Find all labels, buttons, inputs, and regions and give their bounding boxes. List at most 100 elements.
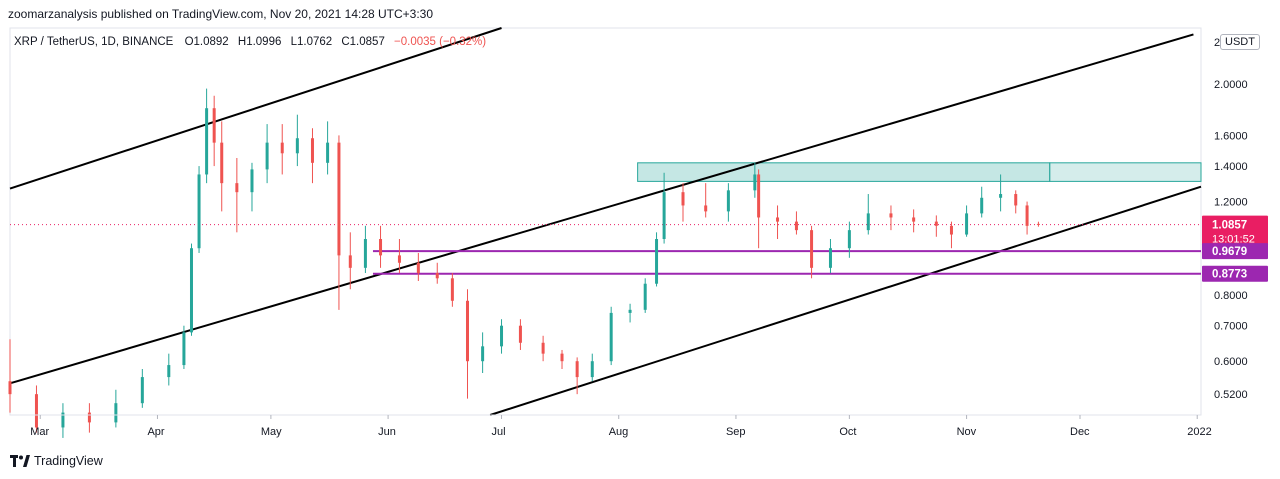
candle-body	[379, 239, 383, 256]
time-tick-label: Aug	[609, 426, 629, 438]
pane-border	[9, 27, 1202, 416]
candle-body	[866, 213, 870, 231]
candle-body	[500, 325, 504, 347]
candle-body	[912, 217, 916, 222]
tradingview-brand: TradingView	[10, 454, 103, 468]
candle	[182, 325, 186, 370]
candle	[934, 215, 938, 237]
candle	[61, 403, 65, 438]
candle-body	[34, 394, 38, 428]
candle	[704, 183, 708, 218]
candle-body	[363, 239, 367, 268]
candle	[753, 162, 757, 198]
candle	[280, 124, 284, 175]
candle	[949, 221, 953, 249]
open-value: O1.0892	[184, 36, 229, 48]
candle-body	[560, 353, 564, 362]
candle	[655, 232, 659, 287]
candle-body	[450, 278, 454, 301]
candle	[205, 88, 209, 184]
candle	[726, 183, 730, 222]
candle-body	[182, 332, 186, 366]
candle-body	[949, 225, 953, 235]
candle-body	[310, 138, 314, 163]
time-tick-label: Nov	[957, 426, 977, 438]
candle	[1014, 190, 1018, 214]
time-axis[interactable]: Mar Apr May Jun Jul Aug Sep Oct Nov Dec 2022	[10, 414, 1212, 438]
channel-line-1[interactable]	[9, 27, 502, 190]
candle-body	[889, 213, 893, 218]
symbol-label[interactable]: XRP / TetherUS, 1D, BINANCE	[14, 36, 174, 48]
candle	[363, 225, 367, 274]
candle-body	[757, 174, 761, 218]
candle-body	[753, 174, 757, 191]
price-tick-label: 1.2000	[1214, 197, 1248, 209]
candle-body	[265, 142, 269, 170]
candle-body	[794, 221, 798, 231]
candle-body	[189, 248, 193, 333]
resistance-zone-extension[interactable]	[1049, 162, 1202, 182]
channel-line-3[interactable]	[489, 185, 1202, 416]
time-tick-label: Mar	[30, 426, 49, 438]
candle-body	[643, 283, 647, 310]
tradingview-logo-icon	[10, 455, 30, 467]
price-axis[interactable]: 2.0000 1.6000 1.4000 1.2000 0.7000 0.6000 0.52…	[1214, 37, 1248, 401]
candle-body	[235, 183, 239, 193]
current-price-label: 1.0857	[1212, 220, 1247, 232]
candle	[450, 273, 454, 307]
support-levels[interactable]	[372, 250, 1201, 275]
candle	[220, 121, 224, 212]
candle-body	[609, 312, 613, 362]
price-tick-label: 1.6000	[1214, 130, 1248, 142]
high-value: H1.0996	[237, 36, 282, 48]
candle	[337, 135, 341, 310]
candle-body	[999, 194, 1003, 198]
candle	[435, 262, 439, 284]
channel-lines[interactable]	[9, 27, 1202, 416]
time-tick-label: Sep	[726, 426, 746, 438]
candle	[999, 174, 1003, 212]
candle-body	[575, 361, 579, 378]
candle-body	[655, 239, 659, 284]
support-price-label: 0.8773	[1212, 269, 1247, 281]
candle-body	[167, 365, 171, 378]
candle-body	[1014, 194, 1018, 206]
low-value: L1.0762	[290, 36, 333, 48]
currency-button[interactable]: USDT	[1220, 34, 1260, 50]
time-tick-label: Oct	[839, 426, 856, 438]
time-tick-label: Dec	[1070, 426, 1090, 438]
candle-body	[326, 142, 330, 163]
resistance-zone-box[interactable]	[637, 162, 1051, 182]
resistance-zone[interactable]	[637, 162, 1202, 182]
candle-body	[280, 142, 284, 154]
candle-body	[590, 361, 594, 378]
candle-body	[726, 190, 730, 212]
candle	[34, 385, 38, 433]
candle-body	[810, 230, 814, 268]
candle-body	[114, 403, 118, 423]
candle	[776, 205, 780, 240]
candle	[866, 194, 870, 235]
candle	[628, 303, 632, 323]
time-tick-label: Apr	[147, 426, 164, 438]
candle-body	[980, 197, 984, 214]
candle	[980, 186, 984, 218]
channel-line-2[interactable]	[9, 33, 1194, 385]
candle-body	[541, 342, 545, 354]
candle	[397, 239, 401, 274]
price-tick-label: 0.6000	[1214, 356, 1248, 368]
candle-body	[8, 381, 12, 395]
candle	[212, 95, 216, 167]
candle-body	[140, 377, 144, 404]
candle-body	[481, 346, 485, 362]
candle	[250, 162, 254, 212]
candle-body	[397, 255, 401, 263]
candle-body	[205, 108, 209, 175]
candle-body	[1036, 223, 1040, 225]
candle	[379, 225, 383, 268]
candle-body	[61, 412, 65, 428]
candle-body	[1025, 205, 1029, 226]
candle	[8, 339, 12, 413]
candle-body	[681, 192, 685, 206]
